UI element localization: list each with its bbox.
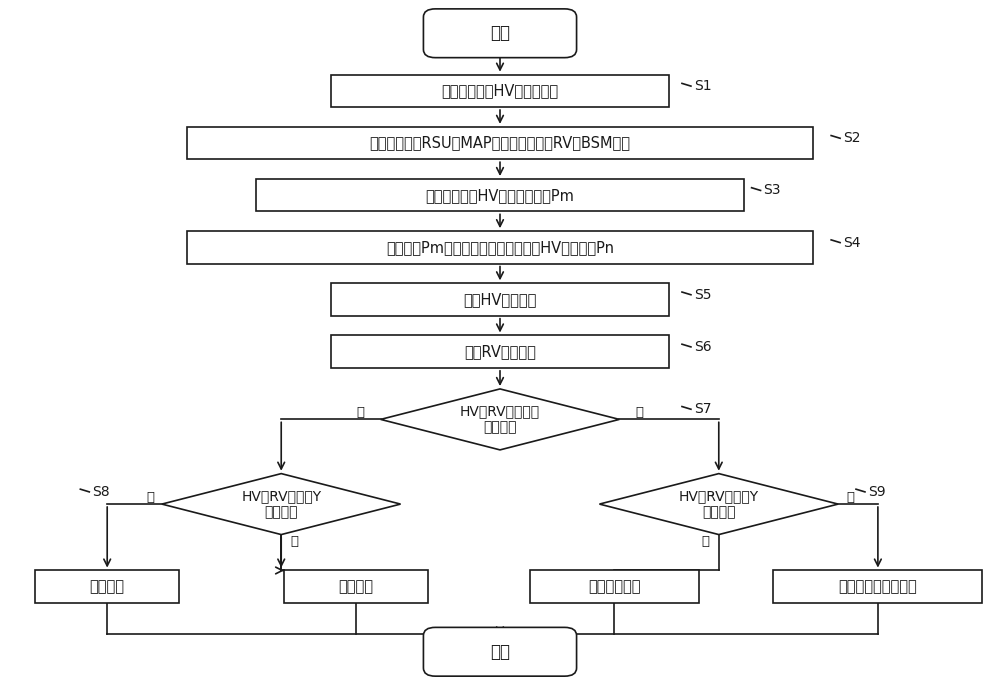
Bar: [284, 570, 428, 603]
Bar: [331, 283, 669, 316]
Bar: [773, 570, 982, 603]
Text: S3: S3: [764, 184, 781, 197]
Polygon shape: [381, 389, 619, 450]
Text: 计算找出距离HV最短的位置点Pm: 计算找出距离HV最短的位置点Pm: [426, 188, 574, 203]
Bar: [530, 570, 699, 603]
Text: 是: 是: [290, 535, 298, 548]
Text: 对向相邻车道: 对向相邻车道: [588, 579, 641, 594]
FancyBboxPatch shape: [423, 628, 577, 676]
Bar: [187, 127, 813, 159]
Text: S1: S1: [694, 79, 712, 93]
Text: 同一车道: 同一车道: [338, 579, 373, 594]
Text: HV和RV行驶方向
是否一致: HV和RV行驶方向 是否一致: [460, 404, 540, 434]
Text: 计算距离Pm点前后相邻的两个点距离HV较短的点Pn: 计算距离Pm点前后相邻的两个点距离HV较短的点Pn: [386, 240, 614, 255]
Bar: [187, 231, 813, 264]
Text: HV和RV是否在Y
轴同一侧: HV和RV是否在Y 轴同一侧: [679, 489, 759, 519]
Text: 是: 是: [702, 535, 710, 548]
Text: S2: S2: [843, 131, 861, 145]
Text: 否: 否: [846, 491, 854, 504]
Bar: [331, 335, 669, 368]
Text: 结束: 结束: [490, 643, 510, 660]
Text: 是: 是: [357, 406, 365, 419]
Text: 否: 否: [146, 491, 154, 504]
Bar: [331, 74, 669, 107]
Text: 获取自身车辆HV的状态信息: 获取自身车辆HV的状态信息: [441, 83, 559, 98]
Text: 相邻车道: 相邻车道: [90, 579, 125, 594]
Text: S8: S8: [92, 485, 110, 499]
FancyBboxPatch shape: [423, 9, 577, 57]
Text: 开始: 开始: [490, 25, 510, 42]
Text: HV和RV是否在Y
轴同一侧: HV和RV是否在Y 轴同一侧: [241, 489, 321, 519]
Text: 否: 否: [635, 406, 643, 419]
Text: 接收路侧单元RSU的MAP消息及周围车辆RV的BSM消息: 接收路侧单元RSU的MAP消息及周围车辆RV的BSM消息: [370, 135, 631, 150]
Text: 确定HV行驶方向: 确定HV行驶方向: [463, 292, 537, 307]
Bar: [35, 570, 179, 603]
Polygon shape: [162, 473, 401, 535]
Polygon shape: [599, 473, 838, 535]
Text: 同一车道，对向行驶: 同一车道，对向行驶: [839, 579, 917, 594]
Text: S7: S7: [694, 402, 711, 416]
Text: S9: S9: [868, 485, 886, 499]
Bar: [256, 179, 744, 212]
Text: 确定RV行驶方向: 确定RV行驶方向: [464, 344, 536, 359]
Text: S5: S5: [694, 288, 711, 302]
Text: S6: S6: [694, 340, 712, 354]
Text: S4: S4: [843, 236, 861, 249]
